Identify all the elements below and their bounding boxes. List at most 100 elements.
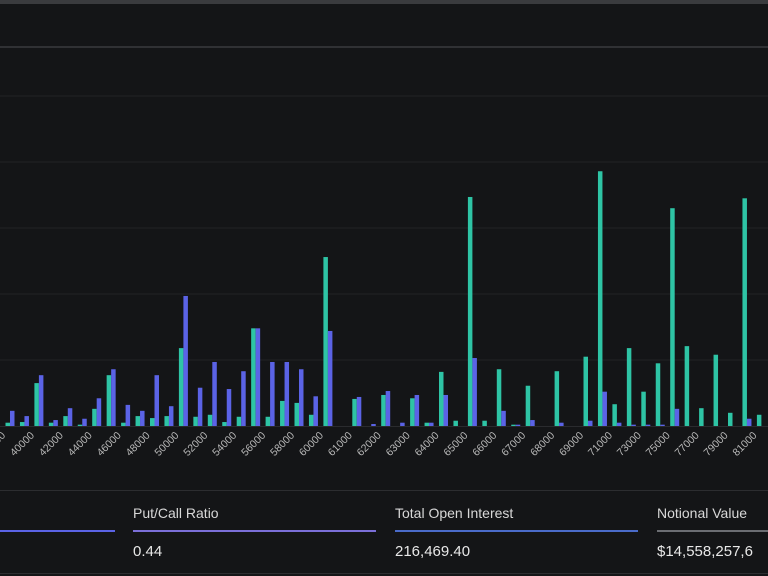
put-bar-73000: [645, 424, 651, 426]
call-bar-41000: [48, 422, 54, 426]
call-bar-78000: [713, 354, 719, 426]
call-bar-71000: [612, 404, 617, 426]
x-tick-label: 52000: [181, 430, 210, 459]
put-bar-63000: [414, 394, 420, 426]
put-bar-69000: [588, 420, 593, 426]
put-bar-62000: [385, 391, 391, 426]
stat-label: Total Open Interest: [395, 505, 514, 521]
x-tick-label: 71000: [586, 430, 615, 459]
open-interest-bar-chart: 38000 40000 42000 44000 46000 48000 50000 52000…: [0, 46, 768, 459]
stats-bar: Put/Call Ratio 0.44 Total Open Interest …: [0, 490, 768, 574]
put-bar-66500: [515, 424, 521, 426]
put-bar-67000: [530, 420, 535, 426]
put-bar-53000: [226, 389, 232, 426]
call-bar-53000: [222, 422, 227, 426]
call-bar-72000: [626, 348, 632, 426]
x-tick-label: 50000: [152, 430, 181, 459]
put-bar-45000: [111, 369, 116, 426]
stat-underline: [0, 530, 115, 532]
x-tick-label: 79000: [701, 430, 730, 459]
call-bar-64500: [453, 420, 458, 426]
x-tick-label: 66000: [470, 430, 499, 459]
call-bar-45000: [106, 375, 112, 426]
call-bar-57000: [280, 400, 285, 426]
x-tick-label: 81000: [730, 430, 759, 459]
call-bar-77000: [699, 408, 704, 426]
stat-total-open-interest: Total Open Interest 216,469.40: [395, 491, 638, 573]
call-bar-63500: [424, 422, 430, 426]
put-bar-50000: [183, 295, 188, 426]
put-bar-38000: [10, 410, 15, 426]
x-tick-label: 40000: [8, 430, 37, 459]
stat-label: Notional Value: [657, 505, 748, 521]
call-bar-62000: [381, 394, 386, 426]
put-bar-58000: [299, 369, 304, 426]
put-bar-61000: [356, 396, 362, 426]
x-tick-label: 58000: [268, 430, 297, 459]
stat-notional-value: Notional Value $14,558,257,6: [657, 491, 768, 573]
x-tick-label: 73000: [615, 430, 644, 459]
put-bar-64000: [443, 394, 448, 426]
call-bar-65000: [467, 196, 473, 426]
stat-label: Put/Call Ratio: [133, 505, 219, 521]
call-bar-67000: [525, 385, 531, 426]
put-bar-46000: [125, 404, 131, 426]
call-bar-79000: [728, 412, 733, 426]
put-bar-65000: [472, 358, 477, 426]
put-bar-72000: [631, 424, 636, 426]
call-bar-42000: [63, 416, 68, 426]
call-bar-60000: [323, 257, 328, 426]
call-bar-74000: [655, 363, 661, 426]
put-bar-52000: [212, 361, 217, 426]
call-bar-68000: [554, 371, 560, 426]
call-bar-50000: [178, 348, 184, 426]
call-bar-38000: [5, 422, 10, 426]
call-bar-75000: [670, 208, 675, 426]
x-tick-label: 42000: [37, 430, 66, 459]
x-tick-label: 44000: [66, 430, 95, 459]
put-bar-61500: [371, 424, 376, 426]
call-bar-61000: [352, 398, 357, 426]
call-bar-56000: [265, 416, 271, 426]
x-tick-label: 63000: [384, 430, 413, 459]
x-tick-label: 67000: [499, 430, 528, 459]
put-bar-60000: [327, 330, 333, 426]
call-bar-52000: [207, 414, 213, 426]
put-bar-49000: [168, 406, 174, 426]
call-bar-64000: [439, 371, 444, 426]
x-tick-label: 62000: [355, 430, 384, 459]
call-bar-51000: [193, 416, 198, 426]
call-bar-65500: [482, 420, 487, 426]
put-bar-66000: [501, 410, 506, 426]
put-bar-39000: [24, 416, 29, 426]
put-bar-75000: [674, 408, 680, 426]
call-bar-66000: [496, 369, 502, 426]
call-bar-58000: [294, 402, 299, 426]
stat-put-call-ratio: Put/Call Ratio 0.44: [133, 491, 376, 573]
put-bar-55000: [255, 328, 261, 426]
call-bar-76000: [684, 346, 690, 426]
call-bar-70000: [597, 171, 603, 426]
stat-value: 216,469.40: [395, 543, 471, 560]
put-bar-54000: [241, 371, 246, 426]
call-bar-48000: [150, 418, 155, 426]
call-bar-43000: [77, 424, 83, 426]
x-tick-label: 77000: [673, 430, 702, 459]
x-tick-label: 61000: [326, 430, 355, 459]
put-bar-43000: [82, 418, 87, 426]
put-bar-42000: [67, 408, 73, 426]
x-tick-label: 56000: [239, 430, 268, 459]
call-bar-73000: [641, 391, 646, 426]
call-bar-59000: [308, 414, 314, 426]
call-bar-80000: [742, 198, 747, 426]
x-tick-label: 54000: [210, 430, 239, 459]
x-tick-label: 38000: [0, 430, 8, 459]
put-bar-71000: [616, 422, 622, 426]
stat-underline: [133, 530, 376, 532]
stat-value: 0.44: [133, 543, 163, 560]
call-bar-63000: [410, 398, 415, 426]
x-tick-label: 75000: [644, 430, 673, 459]
put-bar-44000: [96, 398, 102, 426]
stat-value: $14,558,257,6: [657, 543, 753, 560]
call-bar-39000: [19, 422, 25, 426]
